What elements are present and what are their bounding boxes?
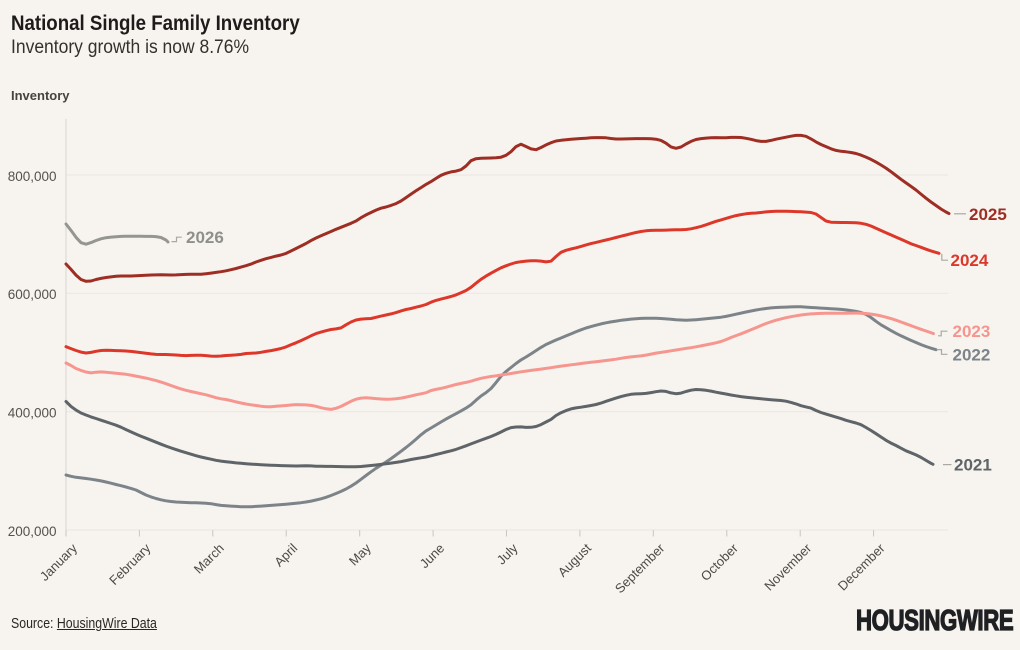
svg-text:2026: 2026 — [186, 228, 224, 247]
svg-text:November: November — [761, 540, 814, 593]
svg-text:April: April — [271, 540, 300, 569]
svg-text:2021: 2021 — [954, 456, 992, 475]
svg-text:200,000: 200,000 — [8, 524, 57, 539]
svg-text:August: August — [555, 540, 594, 579]
svg-text:March: March — [191, 541, 227, 577]
svg-text:2023: 2023 — [953, 322, 991, 341]
svg-text:2024: 2024 — [951, 251, 989, 270]
svg-text:May: May — [346, 540, 374, 568]
svg-text:400,000: 400,000 — [8, 406, 57, 421]
svg-text:600,000: 600,000 — [8, 287, 57, 302]
svg-text:October: October — [698, 540, 742, 584]
svg-text:February: February — [106, 540, 154, 588]
svg-text:July: July — [494, 540, 521, 567]
svg-text:2025: 2025 — [969, 205, 1007, 224]
svg-text:September: September — [612, 540, 668, 596]
svg-text:2022: 2022 — [953, 345, 991, 364]
svg-text:December: December — [835, 540, 888, 593]
svg-text:June: June — [417, 541, 448, 572]
svg-text:January: January — [37, 540, 81, 584]
svg-text:800,000: 800,000 — [8, 169, 57, 184]
